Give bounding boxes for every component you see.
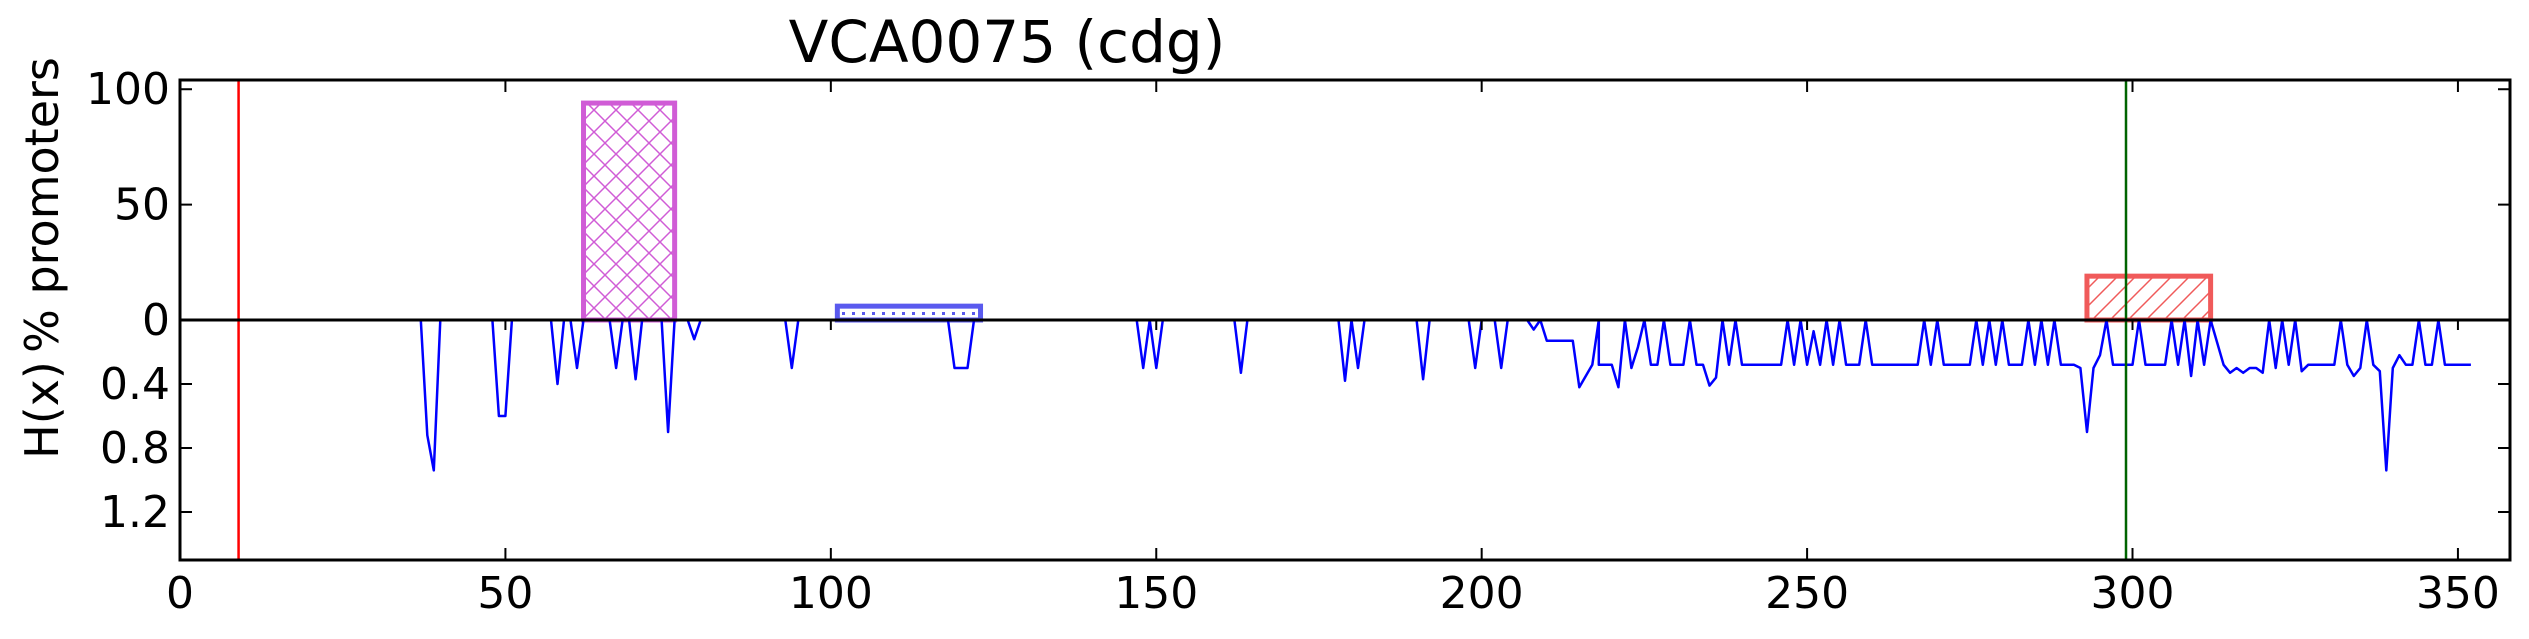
x-tick-labels: 0 50 100 150 200 250 300 350 [166,568,2500,619]
promoter-box-3 [2084,273,2214,323]
x-tick-label: 350 [2416,568,2500,619]
top-y-tick-label: 0 [142,295,170,346]
x-tick-label: 250 [1765,568,1849,619]
bottom-y-tick-label: 0.8 [100,423,170,474]
promoter-box-2 [834,303,984,323]
bottom-y-tick-label: 0.4 [100,359,170,410]
x-tick-label: 0 [166,568,194,619]
x-tick-label: 300 [2091,568,2175,619]
plot-area [178,78,2512,562]
chart-title: VCA0075 (cdg) [789,8,1226,76]
bottom-y-tick-labels: 0.4 0.8 1.2 [100,359,170,538]
bottom-panel-frame [178,318,2512,562]
top-y-tick-labels: 0 50 100 [86,64,170,346]
top-y-axis-label: % promoters [15,57,69,353]
x-tick-label: 100 [789,568,873,619]
top-y-tick-label: 100 [86,64,170,115]
x-tick-label: 50 [477,568,533,619]
bottom-y-axis-label: H(x) [15,361,69,459]
x-tick-label: 200 [1440,568,1524,619]
bottom-y-tick-label: 1.2 [100,487,170,538]
entropy-line [419,318,2471,472]
x-tick-label: 150 [1114,568,1198,619]
top-y-tick-label: 50 [114,180,170,231]
promoter-box-1 [581,100,678,323]
